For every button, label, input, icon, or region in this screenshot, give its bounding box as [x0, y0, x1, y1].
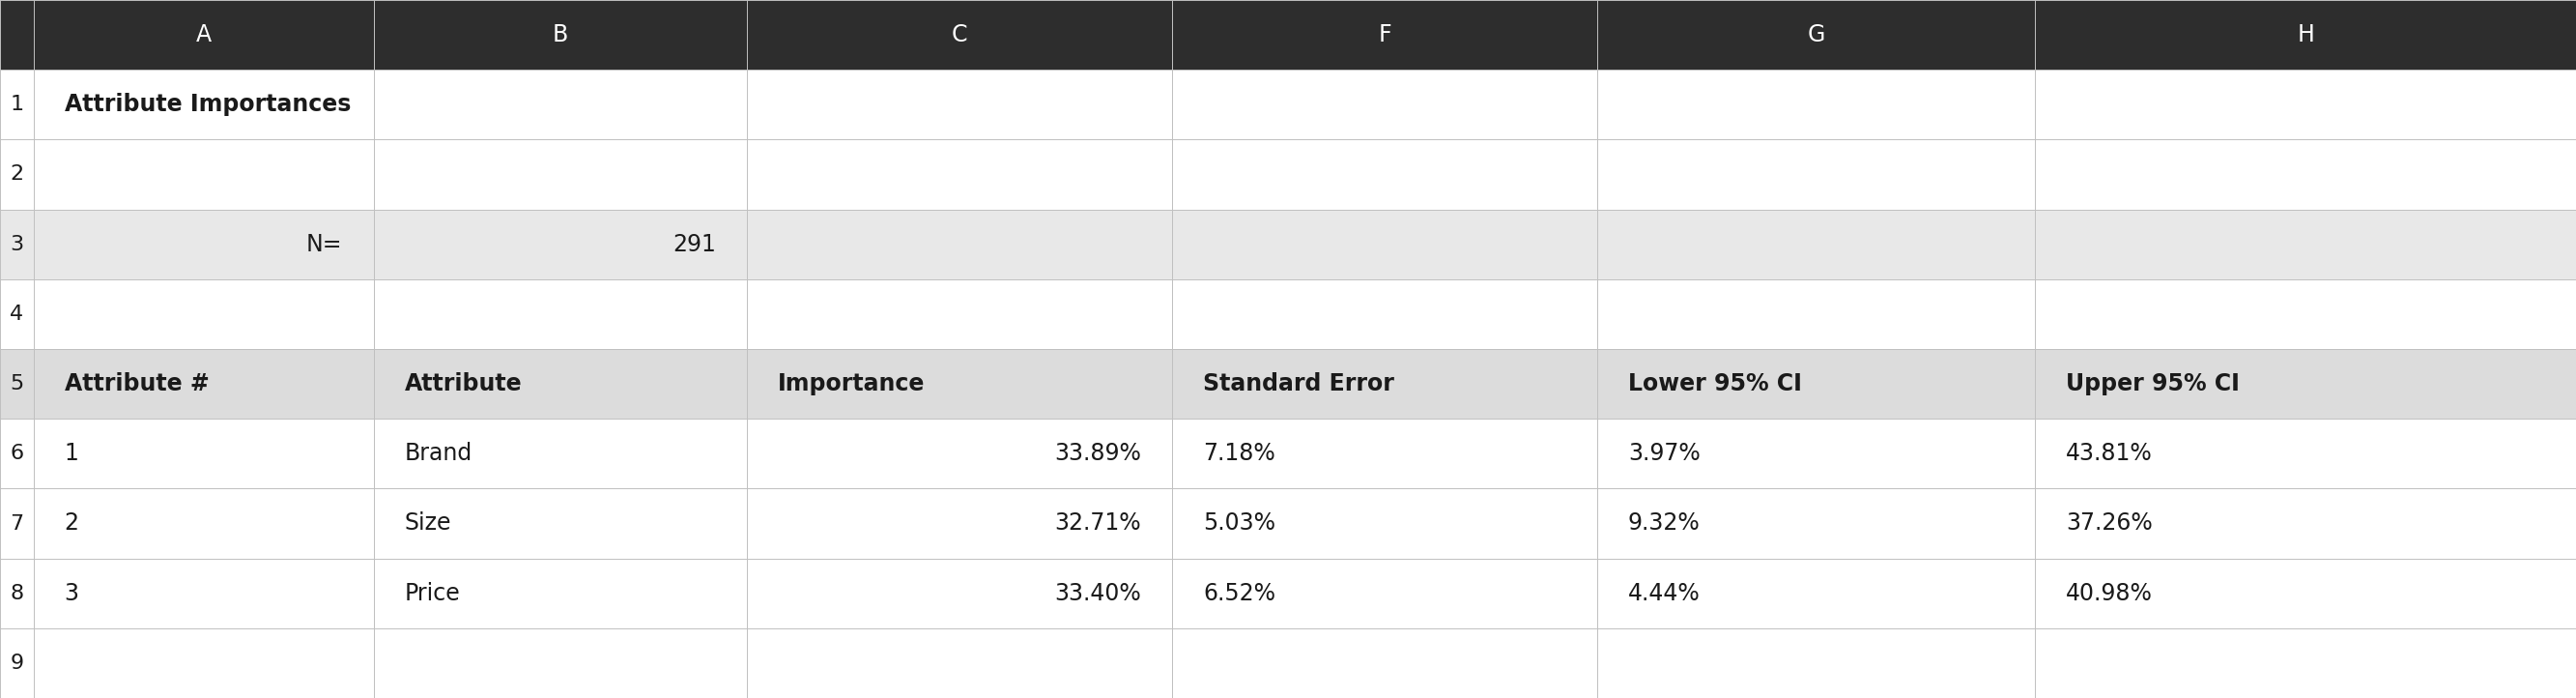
Text: Brand: Brand: [404, 442, 471, 466]
Text: 33.40%: 33.40%: [1054, 581, 1141, 605]
Text: C: C: [951, 23, 969, 47]
Text: F: F: [1378, 23, 1391, 47]
Bar: [0, 279, 2576, 349]
Text: 7.18%: 7.18%: [1203, 442, 1275, 466]
Text: 1: 1: [64, 442, 80, 466]
Text: Lower 95% CI: Lower 95% CI: [1628, 372, 1801, 396]
Bar: [0, 558, 2576, 628]
Text: 43.81%: 43.81%: [2066, 442, 2154, 466]
Text: Attribute Importances: Attribute Importances: [64, 93, 350, 117]
Text: 7: 7: [10, 514, 23, 533]
Text: 9.32%: 9.32%: [1628, 512, 1700, 535]
Bar: [0, 209, 2576, 279]
Bar: [0, 349, 2576, 419]
Text: Price: Price: [404, 581, 461, 605]
Text: 32.71%: 32.71%: [1054, 512, 1141, 535]
Text: 9: 9: [10, 653, 23, 673]
Text: 6: 6: [10, 444, 23, 463]
Bar: [0, 628, 2576, 698]
Bar: [0, 70, 2576, 140]
Text: Importance: Importance: [778, 372, 925, 396]
Text: 2: 2: [10, 165, 23, 184]
Text: Standard Error: Standard Error: [1203, 372, 1394, 396]
Text: B: B: [551, 23, 569, 47]
Text: N=: N=: [307, 232, 343, 256]
Bar: [0, 489, 2576, 558]
Text: 37.26%: 37.26%: [2066, 512, 2154, 535]
Text: 3: 3: [10, 235, 23, 254]
Text: 33.89%: 33.89%: [1054, 442, 1141, 466]
Text: G: G: [1808, 23, 1824, 47]
Text: A: A: [196, 23, 211, 47]
Text: H: H: [2298, 23, 2313, 47]
Text: 4: 4: [10, 304, 23, 324]
Bar: [0, 419, 2576, 489]
Text: 291: 291: [672, 232, 716, 256]
Text: 40.98%: 40.98%: [2066, 581, 2154, 605]
Text: 8: 8: [10, 584, 23, 603]
Bar: [0, 140, 2576, 209]
Text: 6.52%: 6.52%: [1203, 581, 1275, 605]
Text: Size: Size: [404, 512, 451, 535]
Text: Attribute: Attribute: [404, 372, 523, 396]
Bar: [0, 0, 2576, 70]
Text: 5: 5: [10, 374, 23, 394]
Text: Upper 95% CI: Upper 95% CI: [2066, 372, 2239, 396]
Text: 2: 2: [64, 512, 80, 535]
Text: 3.97%: 3.97%: [1628, 442, 1700, 466]
Text: 5.03%: 5.03%: [1203, 512, 1275, 535]
Text: 1: 1: [10, 95, 23, 114]
Text: 3: 3: [64, 581, 80, 605]
Text: Attribute #: Attribute #: [64, 372, 209, 396]
Text: 4.44%: 4.44%: [1628, 581, 1700, 605]
